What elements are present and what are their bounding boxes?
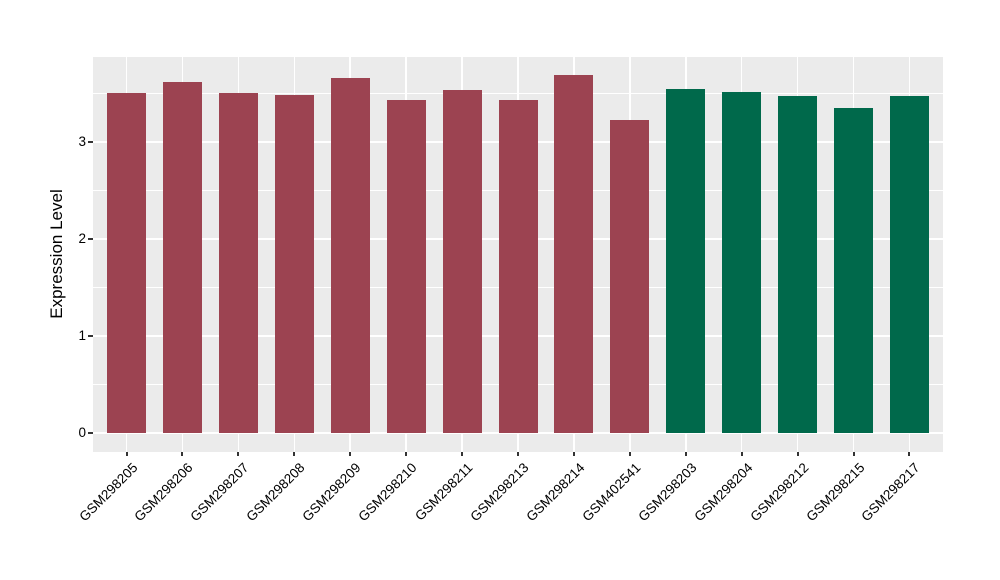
bar-GSM402541 <box>610 120 650 433</box>
y-axis-tick <box>88 431 93 434</box>
y-axis-tick <box>88 237 93 240</box>
x-axis-tick <box>908 452 911 456</box>
x-axis-tick <box>740 452 743 456</box>
bar-GSM298205 <box>107 93 147 433</box>
x-axis-tick <box>796 452 799 456</box>
bar-GSM298204 <box>722 92 762 433</box>
chart-panel <box>93 57 943 452</box>
bar-GSM298211 <box>442 90 482 433</box>
x-tick-label: GSM298213 <box>467 460 532 525</box>
bar-GSM298215 <box>834 107 874 433</box>
x-axis-tick <box>517 452 519 456</box>
bar-GSM298207 <box>218 93 258 433</box>
bar-GSM298209 <box>330 77 370 433</box>
x-tick-label: GSM298207 <box>187 460 252 525</box>
bar-GSM298214 <box>554 74 594 433</box>
bar-GSM298203 <box>666 89 706 433</box>
x-axis-tick <box>628 452 631 456</box>
x-axis-tick <box>349 452 352 456</box>
x-axis-tick <box>461 452 464 456</box>
y-axis-title: Expression Level <box>47 189 66 319</box>
x-axis-tick <box>293 452 296 456</box>
y-axis-tick <box>88 140 93 143</box>
x-tick-label: GSM298205 <box>75 460 141 525</box>
x-axis-tick <box>125 452 128 456</box>
x-tick-label: GSM402541 <box>579 460 644 525</box>
y-tick-label: 3 <box>78 133 86 149</box>
bar-GSM298212 <box>778 96 818 433</box>
bar-GSM298208 <box>274 95 314 433</box>
bar-GSM298213 <box>498 99 538 433</box>
x-axis-tick <box>852 452 855 456</box>
x-tick-label: GSM298208 <box>243 460 308 525</box>
y-tick-label: 0 <box>78 424 86 440</box>
x-tick-label: GSM298214 <box>523 460 588 525</box>
x-tick-label: GSM298209 <box>299 460 364 525</box>
bar-GSM298206 <box>162 81 202 433</box>
x-axis-tick <box>572 452 575 456</box>
y-tick-label: 1 <box>78 327 86 343</box>
x-tick-label: GSM298210 <box>355 460 420 525</box>
x-axis-tick <box>405 452 408 456</box>
x-axis-tick <box>181 452 184 456</box>
y-tick-label: 2 <box>78 230 86 246</box>
bar-GSM298210 <box>386 99 426 433</box>
x-tick-label: GSM298211 <box>412 460 476 524</box>
y-axis-tick <box>88 334 93 337</box>
x-axis-tick <box>684 452 687 456</box>
x-axis-tick <box>237 452 240 456</box>
bar-GSM298217 <box>889 96 929 433</box>
